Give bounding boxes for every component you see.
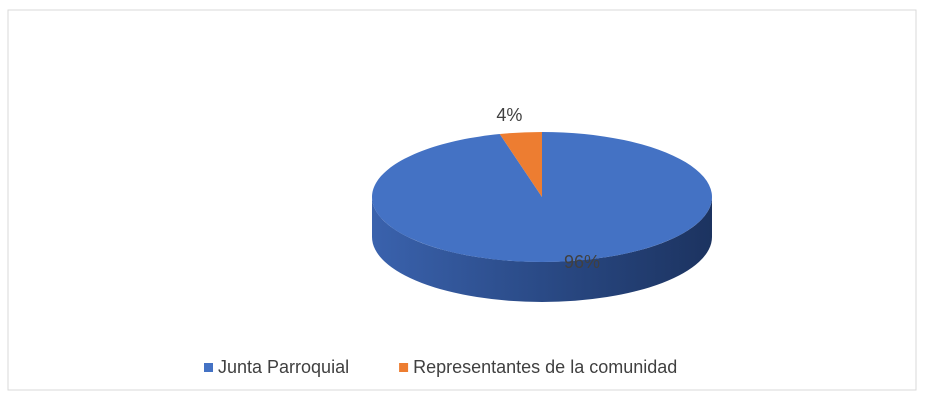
legend-label: Representantes de la comunidad [413,357,677,377]
legend-swatch [204,363,213,372]
legend-label: Junta Parroquial [218,357,349,377]
pie-slice [372,132,712,263]
pie-side [372,197,712,302]
data-label: 96% [564,252,600,272]
legend-swatch [399,363,409,372]
pie-slice [499,132,542,197]
data-label: 4% [496,105,522,125]
